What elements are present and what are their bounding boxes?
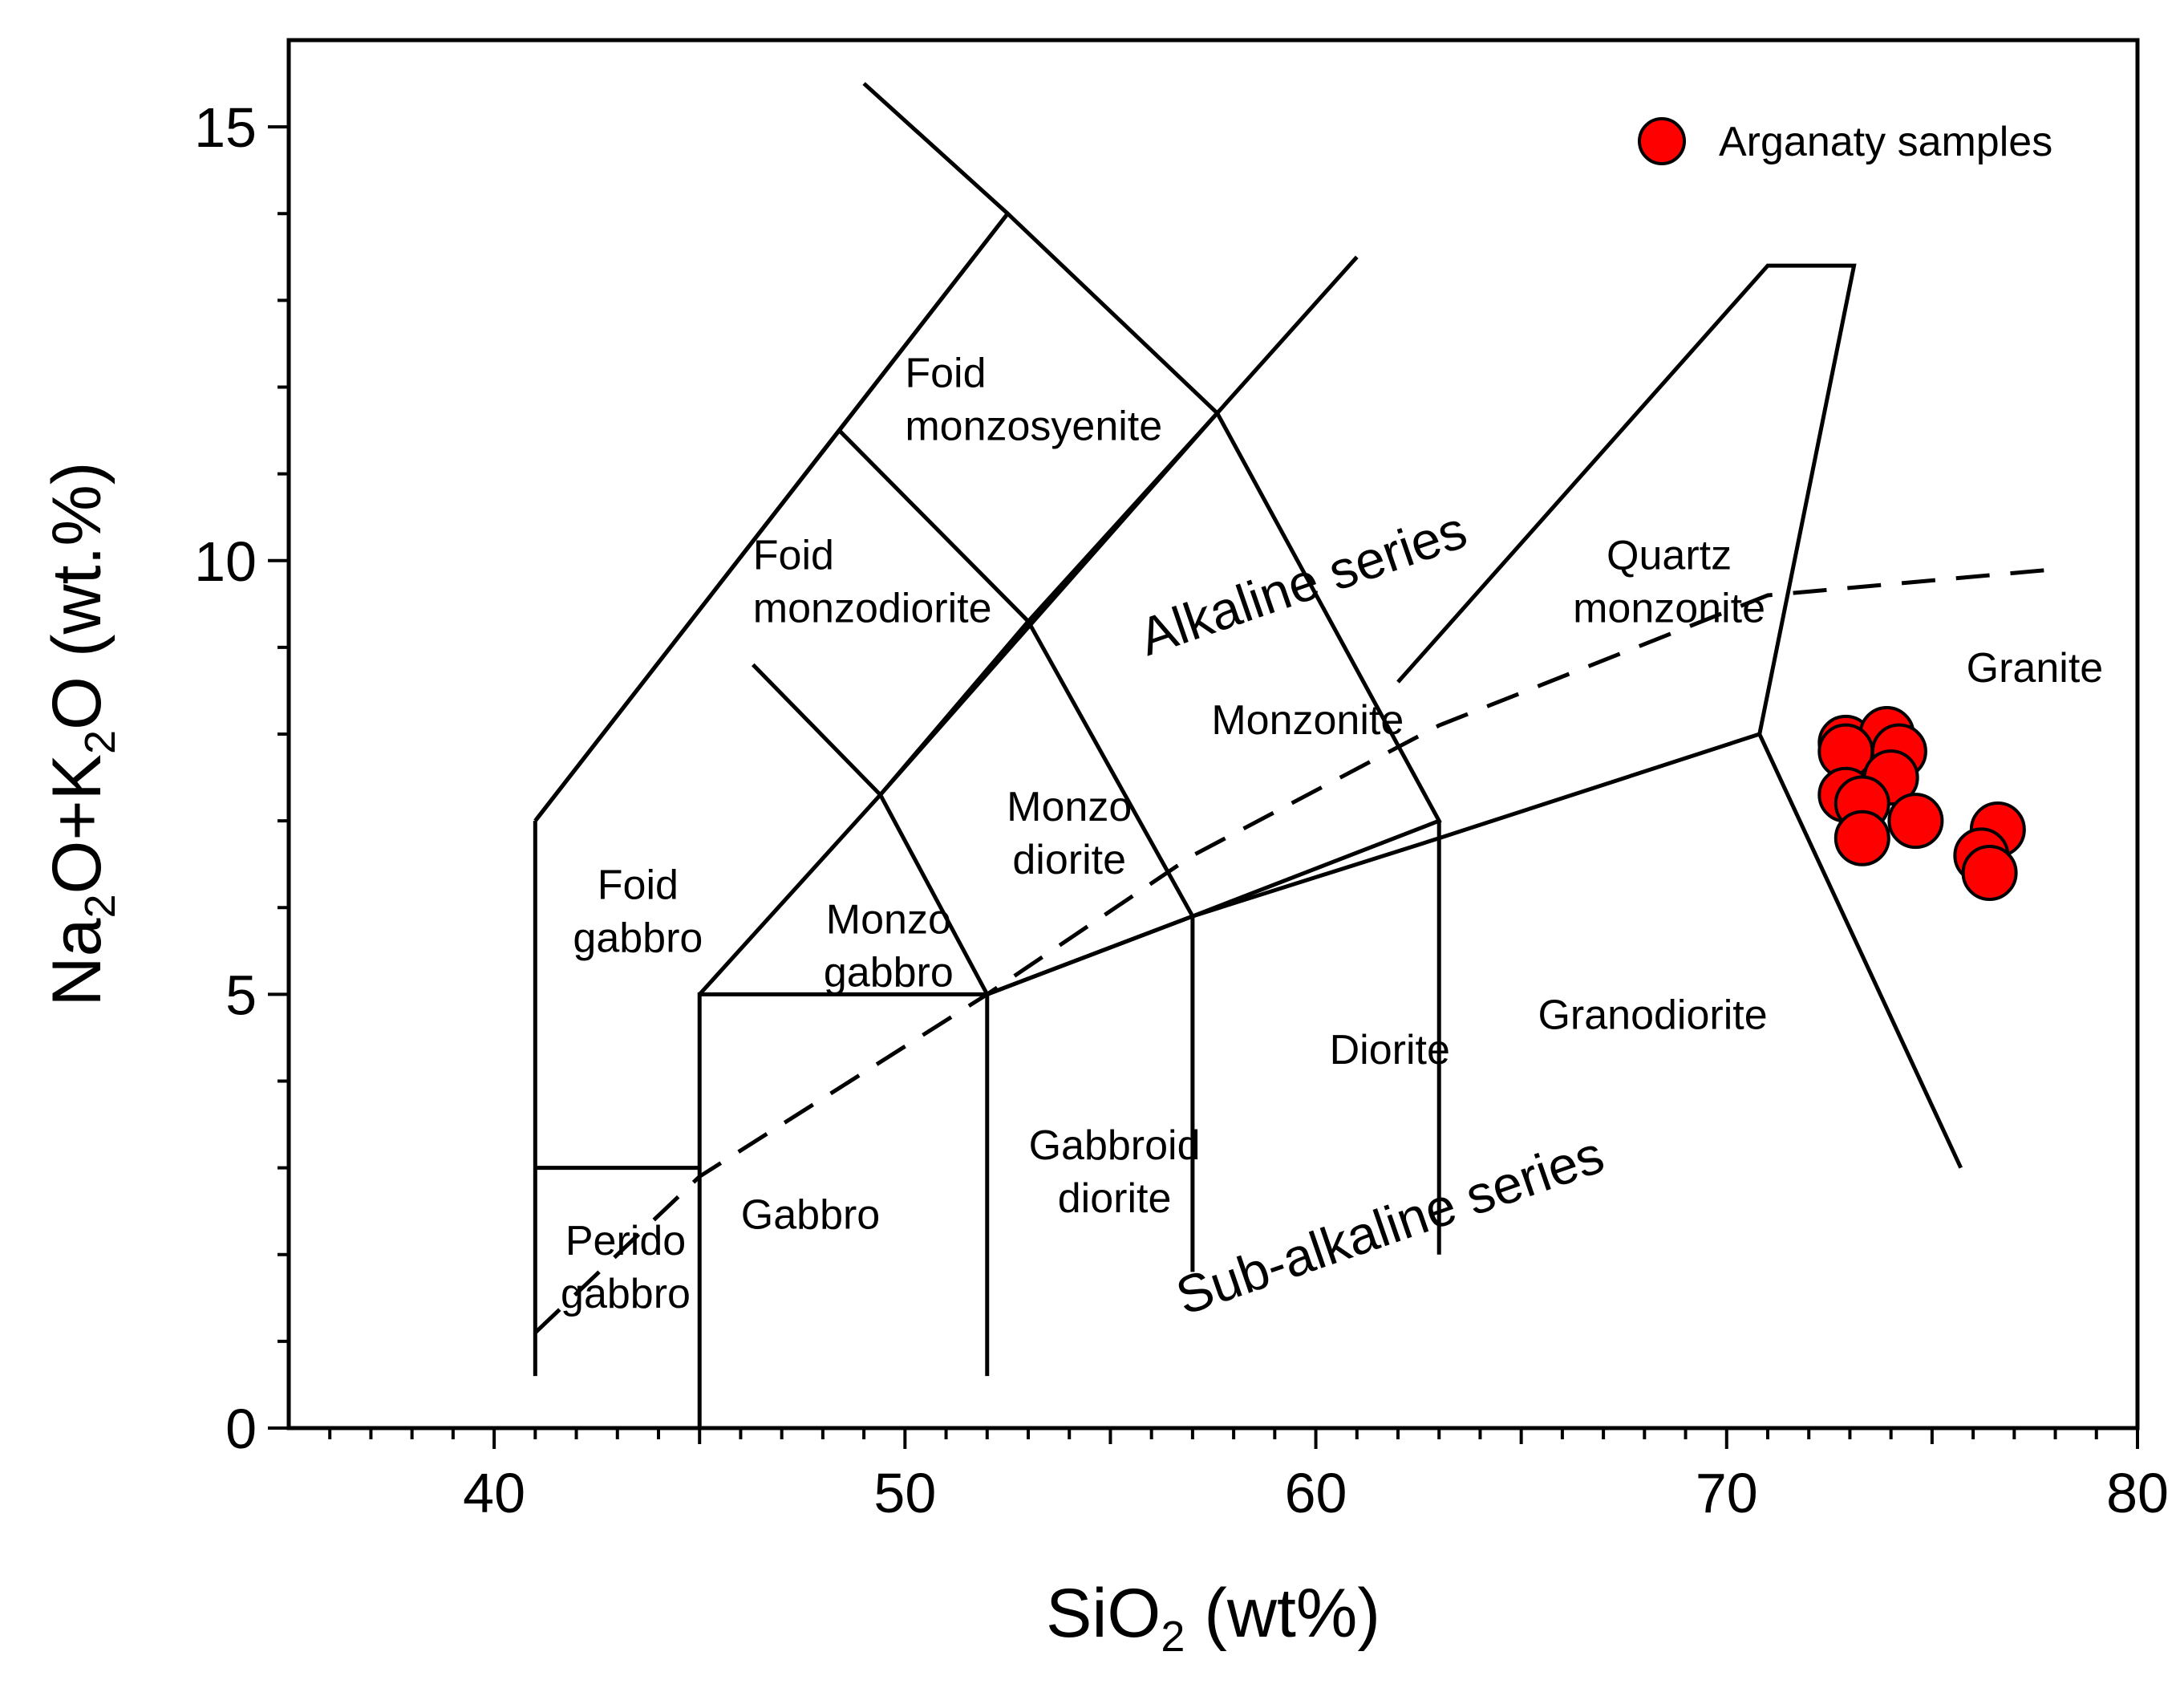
x-axis-title-rest: (wt%) — [1185, 1575, 1380, 1652]
boundary-line-8 — [878, 793, 989, 996]
data-point-12 — [1961, 845, 2018, 901]
y-axis-title-part-2: O+K — [38, 754, 115, 894]
region-label-line: diorite — [1058, 1175, 1172, 1222]
x-tick-label-40: 40 — [463, 1462, 525, 1524]
y-axis-title-part-1: Na — [38, 918, 115, 1006]
legend: Arganaty samples — [1638, 117, 2052, 165]
x-tick-label-80: 80 — [2106, 1462, 2169, 1524]
region-label-line: Granite — [1967, 645, 2104, 692]
region-label-line: monzosyenite — [905, 404, 1162, 450]
y-tick-label-5: 5 — [225, 964, 257, 1026]
region-label-line: Monzo — [826, 897, 951, 943]
alkaline-divider-line — [533, 567, 2056, 1334]
region-label-line: Foid — [598, 862, 679, 908]
x-tick-label-70: 70 — [1696, 1462, 1758, 1524]
boundary-line-3 — [533, 212, 1010, 822]
region-label-monzonite: Monzonite — [1211, 697, 1404, 744]
y-axis-title-sub-1: 2 — [76, 894, 124, 918]
region-label-quartz-monzonite: Quartz monzonite — [1573, 533, 1765, 632]
region-label-monzo-gabbro: Monzo gabbro — [824, 897, 954, 996]
region-label-line: Gabbro — [741, 1191, 880, 1238]
boundary-line-10 — [986, 732, 1761, 996]
region-label-line: monzonite — [1573, 586, 1765, 632]
region-label-line: monzodiorite — [753, 586, 992, 632]
data-point-8 — [1887, 793, 1944, 850]
region-label-line: gabbro — [573, 915, 703, 961]
region-label-line: gabbro — [824, 950, 954, 996]
region-label-line: Monzonite — [1211, 697, 1404, 744]
boundary-line-13 — [697, 992, 987, 1428]
x-axis-title-base: SiO — [1046, 1575, 1161, 1652]
region-label-gabbroid-diorite: Gabbroid diorite — [1029, 1122, 1201, 1222]
y-axis-title-part-3: O (wt.%) — [38, 462, 115, 730]
region-label-line: Perido — [565, 1218, 686, 1264]
region-label-foid-gabbro: Foid gabbro — [573, 862, 703, 961]
y-tick-label-15: 15 — [194, 96, 257, 159]
region-label-monzo-diorite: Monzo diorite — [1007, 784, 1132, 883]
axis-ticks: 40 50 60 70 80 0 5 10 15 — [194, 96, 2169, 1524]
region-label-line: gabbro — [561, 1271, 691, 1317]
region-label-line: diorite — [1012, 837, 1126, 883]
classification-boundaries — [533, 82, 2056, 1428]
y-tick-label-10: 10 — [194, 530, 257, 593]
region-label-line: Granodiorite — [1538, 992, 1767, 1039]
boundary-line-6 — [698, 255, 1359, 996]
data-point-9 — [1834, 810, 1890, 866]
legend-label: Arganaty samples — [1719, 119, 2052, 165]
sample-points — [1817, 706, 2026, 901]
boundary-line-11 — [1396, 263, 1963, 1169]
x-axis-title-sub: 2 — [1161, 1613, 1185, 1661]
region-label-line: Diorite — [1330, 1027, 1450, 1073]
legend-marker — [1638, 117, 1686, 165]
region-label-gabbro: Gabbro — [741, 1191, 880, 1238]
region-label-line: Foid — [753, 533, 834, 579]
x-tick-label-60: 60 — [1285, 1462, 1347, 1524]
x-tick-label-50: 50 — [873, 1462, 936, 1524]
y-axis-title-sub-2: 2 — [76, 730, 124, 754]
region-label-foid-monzodiorite: Foid monzodiorite — [753, 533, 992, 632]
region-label-line: Quartz — [1607, 533, 1732, 579]
region-label-perido-gabbro: Perido gabbro — [561, 1218, 691, 1317]
region-label-diorite: Diorite — [1330, 1027, 1450, 1073]
region-label-foid-monzosyenite: Foid monzosyenite — [905, 351, 1162, 450]
region-label-line: Gabbroid — [1029, 1122, 1201, 1169]
region-label-line: Foid — [905, 351, 986, 397]
y-tick-label-0: 0 — [225, 1398, 257, 1460]
region-label-granodiorite: Granodiorite — [1538, 992, 1767, 1039]
region-label-granite: Granite — [1967, 645, 2104, 692]
y-axis-title: Na2O+K2O (wt.%) — [38, 462, 124, 1007]
region-label-line: Monzo — [1007, 784, 1132, 830]
x-axis-title: SiO2 (wt%) — [1046, 1575, 1380, 1661]
